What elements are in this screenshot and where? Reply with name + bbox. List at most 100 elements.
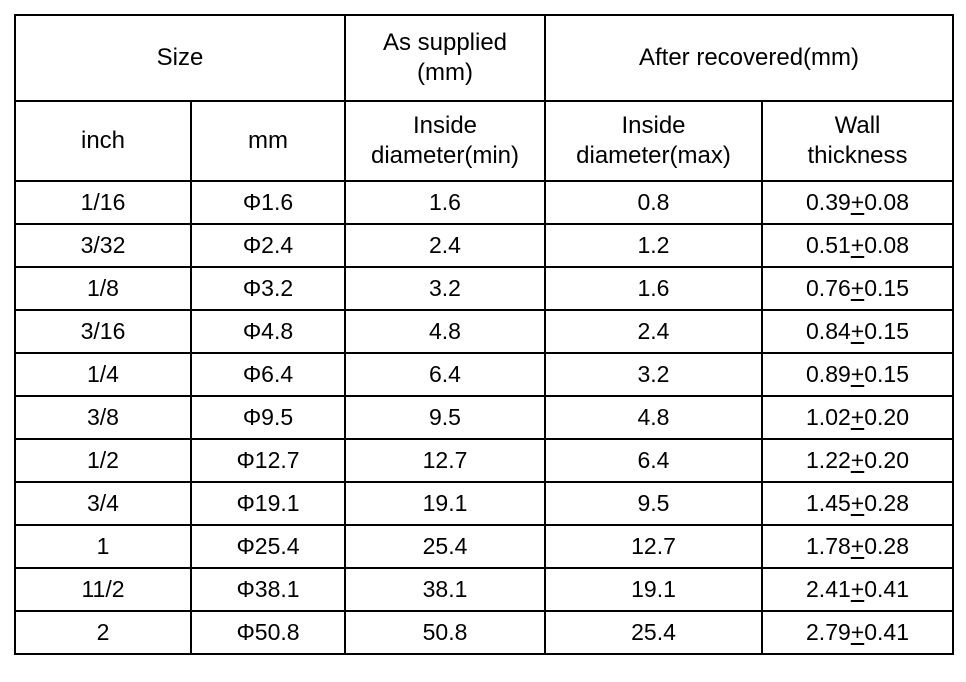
wall-base-value: 1.78 — [806, 532, 851, 559]
cell-supplied-inside-diameter-min: 1.6 — [344, 180, 546, 225]
header-row-columns: inch mm Inside diameter(min) Inside diam… — [14, 100, 955, 182]
header-as-supplied: As supplied (mm) — [344, 14, 546, 102]
cell-size-inch: 1/8 — [14, 266, 192, 311]
cell-supplied-inside-diameter-min: 6.4 — [344, 352, 546, 397]
cell-wall-thickness: 1.45+0.28 — [760, 481, 955, 526]
cell-wall-thickness: 0.89+0.15 — [760, 352, 955, 397]
table-row: 1/16 Φ1.6 1.6 0.8 0.39+0.08 — [14, 180, 955, 225]
cell-supplied-inside-diameter-min: 50.8 — [344, 610, 546, 655]
cell-size-inch: 1/4 — [14, 352, 192, 397]
cell-recovered-inside-diameter-max: 1.6 — [544, 266, 763, 311]
cell-size-inch: 1 — [14, 524, 192, 569]
table-row: 1/4 Φ6.4 6.4 3.2 0.89+0.15 — [14, 352, 955, 397]
wall-tolerance-value: 0.41 — [864, 575, 909, 602]
cell-recovered-inside-diameter-max: 12.7 — [544, 524, 763, 569]
cell-size-mm: Φ9.5 — [190, 395, 346, 440]
table-row: 3/8 Φ9.5 9.5 4.8 1.02+0.20 — [14, 395, 955, 440]
cell-recovered-inside-diameter-max: 3.2 — [544, 352, 763, 397]
table-row: 1/8 Φ3.2 3.2 1.6 0.76+0.15 — [14, 266, 955, 311]
wall-base-value: 1.22 — [806, 446, 851, 473]
table-row: 3/16 Φ4.8 4.8 2.4 0.84+0.15 — [14, 309, 955, 354]
wall-tolerance-value: 0.15 — [864, 274, 909, 301]
table-row: 1 Φ25.4 25.4 12.7 1.78+0.28 — [14, 524, 955, 569]
table-row: 3/4 Φ19.1 19.1 9.5 1.45+0.28 — [14, 481, 955, 526]
cell-size-mm: Φ3.2 — [190, 266, 346, 311]
cell-size-mm: Φ12.7 — [190, 438, 346, 483]
cell-recovered-inside-diameter-max: 4.8 — [544, 395, 763, 440]
cell-supplied-inside-diameter-min: 12.7 — [344, 438, 546, 483]
header-mm: mm — [190, 100, 346, 182]
cell-wall-thickness: 1.02+0.20 — [760, 395, 955, 440]
cell-size-inch: 3/8 — [14, 395, 192, 440]
cell-recovered-inside-diameter-max: 25.4 — [544, 610, 763, 655]
wall-tolerance-value: 0.28 — [864, 489, 909, 516]
wall-base-value: 0.84 — [806, 317, 851, 344]
header-inside-diameter-max: Inside diameter(max) — [544, 100, 763, 182]
cell-size-mm: Φ2.4 — [190, 223, 346, 268]
plus-minus-symbol: + — [850, 188, 865, 215]
header-after-recovered: After recovered(mm) — [543, 14, 955, 102]
cell-recovered-inside-diameter-max: 0.8 — [544, 180, 763, 225]
wall-tolerance-value: 0.15 — [864, 317, 909, 344]
plus-minus-symbol: + — [850, 403, 865, 430]
cell-size-inch: 2 — [14, 610, 192, 655]
wall-base-value: 0.76 — [806, 274, 851, 301]
cell-supplied-inside-diameter-min: 4.8 — [344, 309, 546, 354]
header-inside-max-line1: Inside — [621, 112, 686, 139]
size-spec-table: Size As supplied (mm) After recovered(mm… — [14, 14, 955, 655]
cell-wall-thickness: 0.84+0.15 — [760, 309, 955, 354]
header-row-groups: Size As supplied (mm) After recovered(mm… — [14, 14, 955, 102]
plus-minus-symbol: + — [850, 532, 865, 559]
table-header: Size As supplied (mm) After recovered(mm… — [14, 14, 955, 182]
cell-wall-thickness: 2.79+0.41 — [760, 610, 955, 655]
header-inside-min-line1: Inside — [412, 112, 478, 139]
cell-size-inch: 3/16 — [14, 309, 192, 354]
table-row: 2 Φ50.8 50.8 25.4 2.79+0.41 — [14, 610, 955, 655]
cell-size-mm: Φ6.4 — [190, 352, 346, 397]
header-wall-line2: thickness — [807, 142, 908, 169]
table-body: 1/16 Φ1.6 1.6 0.8 0.39+0.08 3/32 Φ2.4 2.4 1.2 0.5… — [14, 180, 955, 655]
table-row: 11/2 Φ38.1 38.1 19.1 2.41+0.41 — [14, 567, 955, 612]
cell-size-inch: 3/32 — [14, 223, 192, 268]
table-row: 1/2 Φ12.7 12.7 6.4 1.22+0.20 — [14, 438, 955, 483]
wall-base-value: 0.51 — [806, 231, 851, 258]
header-inside-diameter-min: Inside diameter(min) — [344, 100, 546, 182]
cell-size-mm: Φ38.1 — [190, 567, 346, 612]
cell-supplied-inside-diameter-min: 2.4 — [344, 223, 546, 268]
wall-base-value: 1.02 — [806, 403, 851, 430]
cell-wall-thickness: 1.78+0.28 — [760, 524, 955, 569]
cell-supplied-inside-diameter-min: 25.4 — [344, 524, 546, 569]
header-inside-max-line2: diameter(max) — [576, 142, 731, 169]
plus-minus-symbol: + — [850, 360, 865, 387]
cell-wall-thickness: 0.39+0.08 — [760, 180, 955, 225]
cell-size-inch: 1/2 — [14, 438, 192, 483]
plus-minus-symbol: + — [850, 231, 865, 258]
cell-supplied-inside-diameter-min: 38.1 — [344, 567, 546, 612]
plus-minus-symbol: + — [850, 489, 865, 516]
header-as-supplied-line1: As supplied — [382, 29, 508, 56]
wall-tolerance-value: 0.28 — [864, 532, 909, 559]
cell-size-mm: Φ25.4 — [190, 524, 346, 569]
cell-size-mm: Φ50.8 — [190, 610, 346, 655]
cell-supplied-inside-diameter-min: 19.1 — [344, 481, 546, 526]
wall-tolerance-value: 0.08 — [864, 231, 909, 258]
header-size: Size — [14, 14, 346, 102]
plus-minus-symbol: + — [850, 274, 865, 301]
header-as-supplied-line2: (mm) — [417, 59, 473, 86]
wall-tolerance-value: 0.41 — [864, 618, 909, 645]
plus-minus-symbol: + — [850, 618, 865, 645]
cell-size-mm: Φ4.8 — [190, 309, 346, 354]
wall-tolerance-value: 0.20 — [864, 446, 909, 473]
cell-recovered-inside-diameter-max: 1.2 — [544, 223, 763, 268]
cell-size-inch: 1/16 — [14, 180, 192, 225]
header-wall-line1: Wall — [834, 112, 881, 139]
wall-base-value: 2.79 — [806, 618, 851, 645]
cell-size-mm: Φ1.6 — [190, 180, 346, 225]
wall-base-value: 0.39 — [806, 188, 851, 215]
cell-supplied-inside-diameter-min: 9.5 — [344, 395, 546, 440]
cell-recovered-inside-diameter-max: 2.4 — [544, 309, 763, 354]
cell-recovered-inside-diameter-max: 6.4 — [544, 438, 763, 483]
cell-wall-thickness: 2.41+0.41 — [760, 567, 955, 612]
cell-supplied-inside-diameter-min: 3.2 — [344, 266, 546, 311]
